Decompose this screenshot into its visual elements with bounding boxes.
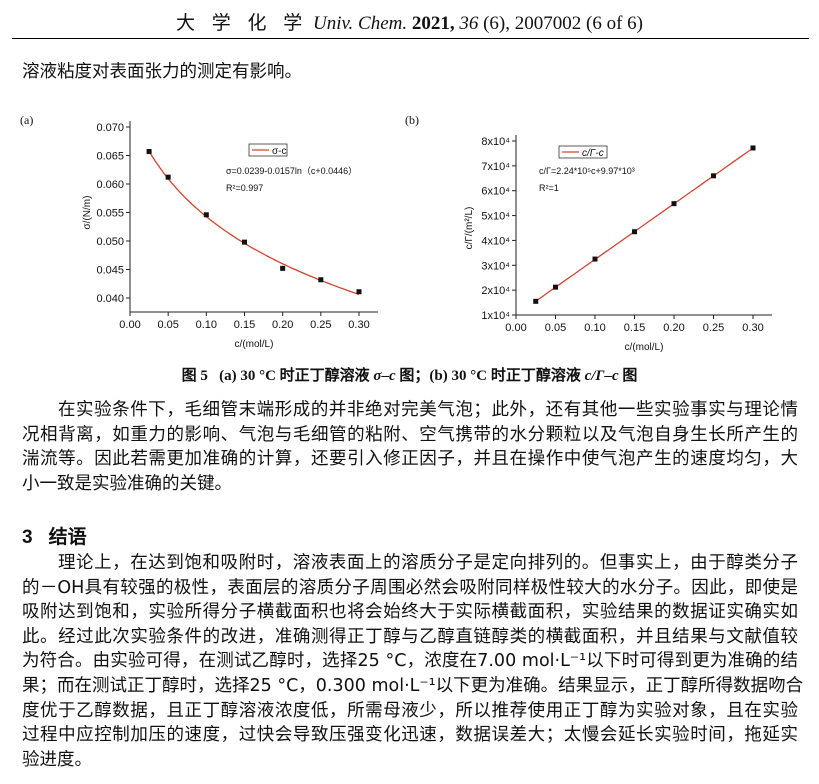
paragraph-line: 果；而在测试正丁醇时，选择25 °C，0.300 mol·L⁻¹以下更为准确。结… [22, 676, 804, 696]
data-point [750, 145, 756, 151]
figure-caption: 图 5 (a) 30 °C 时正丁醇溶液 σ–c 图；(b) 30 °C 时正丁… [0, 364, 819, 385]
y-tick-label: 6x10⁴ [481, 186, 510, 198]
figure-label: 图 5 [181, 368, 208, 384]
data-point [280, 265, 286, 271]
x-tick-label: 0.30 [348, 319, 369, 331]
paragraph-line: 度优于乙醇数据，且正丁醇溶液浓度低，所需母液少，所以推荐使用正丁醇为实验对象，且… [22, 700, 798, 721]
section-title: 结语 [48, 527, 87, 548]
legend-box [558, 145, 608, 159]
caption-end: 图 [622, 368, 638, 384]
data-point [165, 174, 171, 180]
panel-label: (a) [20, 113, 33, 127]
paragraph-line: 况相背离，如重力的影响、气泡与毛细管的粘附、空气携带的水分颗粒以及气泡自身生长所… [22, 424, 798, 445]
paragraph-line: 此。经过此次实验条件的改进，准确测得正丁醇与乙醇直链醇类的横截面积，并且结果与文… [22, 626, 798, 647]
x-tick-label: 0.10 [196, 319, 217, 331]
y-tick-label: 5x10⁴ [481, 211, 510, 223]
y-axis-label: c/Γ/(m²/L) [464, 207, 475, 250]
chart-b: (b) 0.00 0.05 0.10 0.15 0.20 0.25 0.30 1x10⁴ 2x10… [405, 113, 772, 353]
y-tick-label: 8x10⁴ [481, 136, 510, 148]
x-tick-label: 0.20 [663, 322, 684, 334]
journal-year: 2021, [411, 13, 455, 34]
data-point [533, 298, 539, 304]
paragraph-line: 为符合。由实验可得，在测试乙醇时，选择25 °C，浓度在7.00 mol·L⁻¹… [22, 651, 798, 672]
data-point [146, 149, 152, 155]
legend-label: c/Γ-c [582, 148, 604, 159]
paragraph-line: 的－OH具有较强的极性，表面层的溶质分子周围必然会吸附同样极性较大的水分子。因此… [22, 577, 798, 598]
y-tick-label: 0.055 [96, 208, 124, 220]
x-tick-label: 0.00 [505, 322, 526, 334]
y-tick-label: 0.045 [96, 265, 124, 277]
data-point [356, 289, 362, 295]
paragraph-line: 吸附达到饱和，实验所得分子横截面积也将会始终大于实际横截面积，实验结果的数据证实… [22, 602, 798, 623]
caption-mid: 图；(b) 30 °C 时正丁醇溶液 [399, 368, 581, 384]
data-point [553, 284, 558, 290]
journal-volume: 36 [459, 13, 479, 34]
x-axis-label: c/(mol/L) [235, 339, 274, 350]
y-tick-label: 0.070 [96, 122, 124, 134]
chart-a: (a) 0.00 0.05 0.10 0.15 0.20 0.25 0.30 0.040 0.04… [20, 113, 378, 350]
data-point [671, 201, 677, 207]
fit-curve [148, 150, 360, 296]
paragraph-line: 在实验条件下，毛细管末端形成的并非绝对完美气泡；此外，还有其他一些实验事实与理论… [58, 400, 798, 420]
x-tick-label: 0.15 [624, 322, 645, 334]
y-tick-label: 2x10⁴ [481, 285, 510, 297]
caption-var-b: c/Γ–c [584, 368, 619, 384]
x-tick-label: 0.15 [234, 319, 255, 331]
y-tick-label: 3x10⁴ [481, 260, 510, 272]
x-tick-label: 0.05 [545, 322, 566, 334]
y-axis-label: σ/(N/m) [82, 196, 93, 230]
r-squared: R²=0.997 [226, 183, 263, 193]
caption-var-a: σ–c [373, 368, 396, 384]
paragraph-line: 湍流等。因此若需更加准确的计算，还要引入修正因子，并且在操作中使气泡产生的速度均… [22, 449, 798, 470]
x-tick-label: 0.25 [703, 322, 724, 334]
legend-label: σ-c [272, 146, 287, 157]
section-number: 3 [22, 527, 33, 548]
y-tick-label: 4x10⁴ [481, 235, 510, 247]
data-point [203, 212, 209, 218]
fit-equation: c/Γ=2.24*10⁵c+9.97*10³ [539, 166, 635, 176]
x-tick-label: 0.05 [157, 319, 178, 331]
fit-equation: σ=0.0239-0.0157ln（c+0.0446） [226, 166, 357, 176]
y-tick-label: 0.050 [96, 236, 124, 248]
data-point [711, 173, 716, 179]
y-tick-label: 0.060 [96, 179, 124, 191]
panel-label: (b) [405, 113, 419, 127]
x-tick-label: 0.10 [584, 322, 605, 334]
y-tick-label: 7x10⁴ [481, 161, 510, 173]
y-tick-label: 0.065 [96, 151, 124, 163]
r-squared: R²=1 [539, 183, 559, 193]
x-axis-label: c/(mol/L) [625, 342, 664, 353]
x-tick-label: 0.00 [119, 319, 140, 331]
paragraph-line: 验进度。 [22, 749, 92, 770]
y-tick-label: 0.040 [96, 293, 124, 305]
x-tick-label: 0.25 [310, 319, 331, 331]
fit-curve [535, 147, 754, 302]
intro-line: 溶液粘度对表面张力的测定有影响。 [22, 62, 302, 82]
x-tick-label: 0.20 [272, 319, 293, 331]
journal-name-en: Univ. Chem. [313, 13, 408, 34]
paragraph-line: 过程中应控制加压的速度，过快会导致压强变化迅速，数据误差大；太慢会延长实验时间，… [22, 725, 798, 746]
paragraph-line: 小一致是实验准确的关键。 [22, 473, 232, 494]
caption-part-a: (a) 30 °C 时正丁醇溶液 [219, 368, 370, 384]
paragraph-line: 理论上，在达到饱和吸附时，溶液表面上的溶质分子是定向排列的。但事实上，由于醇类分… [58, 553, 798, 573]
y-tick-label: 1x10⁴ [481, 310, 510, 322]
header-rule [12, 38, 809, 39]
journal-name-zh: 大 学 化 学 [175, 13, 309, 34]
data-point [242, 239, 247, 245]
x-tick-label: 0.30 [742, 322, 763, 334]
journal-issue-page: (6), 2007002 (6 of 6) [483, 13, 643, 34]
running-header: 大 学 化 学 Univ. Chem. 2021, 36 (6), 200700… [0, 8, 819, 35]
data-point [318, 277, 324, 283]
data-point [632, 229, 637, 235]
data-point [592, 256, 598, 262]
section-heading: 3 结语 [22, 522, 103, 549]
